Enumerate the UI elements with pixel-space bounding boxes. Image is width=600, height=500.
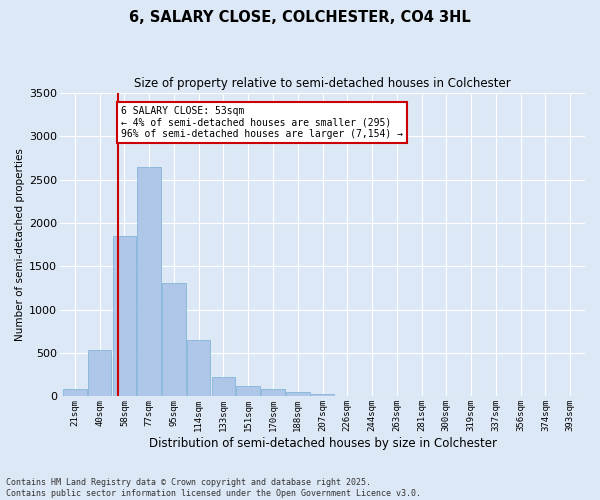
Bar [236,386,260,396]
Bar [286,392,310,396]
Bar [162,283,186,397]
Bar [187,340,211,396]
Text: 6 SALARY CLOSE: 53sqm
← 4% of semi-detached houses are smaller (295)
96% of semi: 6 SALARY CLOSE: 53sqm ← 4% of semi-detac… [121,106,403,140]
Bar [311,394,334,396]
X-axis label: Distribution of semi-detached houses by size in Colchester: Distribution of semi-detached houses by … [149,437,497,450]
Y-axis label: Number of semi-detached properties: Number of semi-detached properties [15,148,25,341]
Title: Size of property relative to semi-detached houses in Colchester: Size of property relative to semi-detach… [134,78,511,90]
Bar [137,166,161,396]
Bar [261,390,285,396]
Bar [113,236,136,396]
Text: Contains HM Land Registry data © Crown copyright and database right 2025.
Contai: Contains HM Land Registry data © Crown c… [6,478,421,498]
Bar [212,378,235,396]
Bar [88,350,112,397]
Text: 6, SALARY CLOSE, COLCHESTER, CO4 3HL: 6, SALARY CLOSE, COLCHESTER, CO4 3HL [129,10,471,25]
Bar [63,390,86,396]
